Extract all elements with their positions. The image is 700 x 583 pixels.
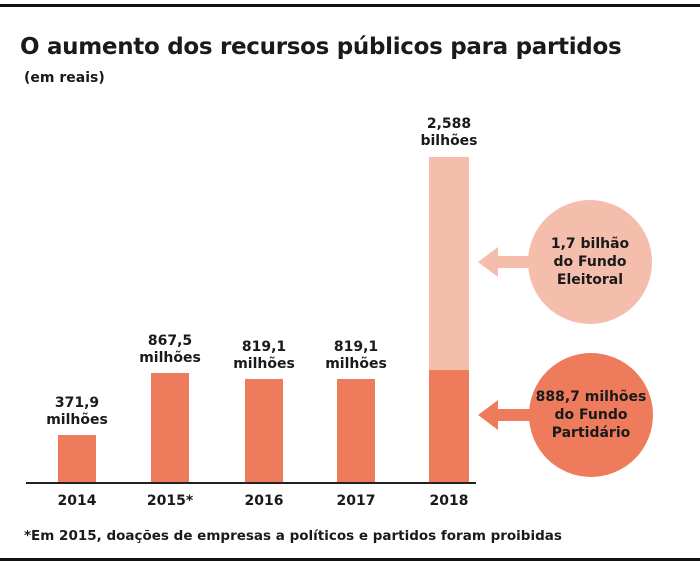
top-rule [0, 4, 700, 7]
bar-2018-fundo-eleitoral [429, 156, 469, 371]
x-tick-label-2016: 2016 [244, 493, 284, 509]
annotation-fundo-partidario: 888,7 milhões do Fundo Partidário [529, 353, 653, 477]
bar-2016 [245, 379, 283, 482]
x-tick-label-2015: 2015* [146, 493, 194, 509]
value-label-2015: 867,5 milhões [139, 333, 201, 367]
x-tick-label-2014: 2014 [57, 493, 97, 509]
bar-2018-fundo-partidario [429, 370, 469, 482]
x-tick-label-2017: 2017 [336, 493, 376, 509]
value-label-2018: 2,588 bilhões [420, 115, 478, 149]
bar-2014 [58, 435, 96, 482]
chart-subtitle: (em reais) [24, 70, 105, 86]
x-axis-line [26, 482, 476, 484]
value-label-2017: 819,1 milhões [325, 339, 387, 373]
arrow-fundo-eleitoral [478, 247, 548, 277]
annotation-fundo-eleitoral: 1,7 bilhão do Fundo Eleitoral [528, 200, 652, 324]
chart-title: O aumento dos recursos públicos para par… [20, 34, 622, 60]
bar-2015 [151, 373, 189, 482]
footnote: *Em 2015, doações de empresas a político… [24, 528, 562, 544]
arrow-fundo-partidario [478, 400, 548, 430]
value-label-2014: 371,9 milhões [46, 395, 108, 429]
x-tick-label-2018: 2018 [429, 493, 469, 509]
value-label-2016: 819,1 milhões [233, 339, 295, 373]
bottom-rule [0, 558, 700, 561]
bar-2017 [337, 379, 375, 482]
